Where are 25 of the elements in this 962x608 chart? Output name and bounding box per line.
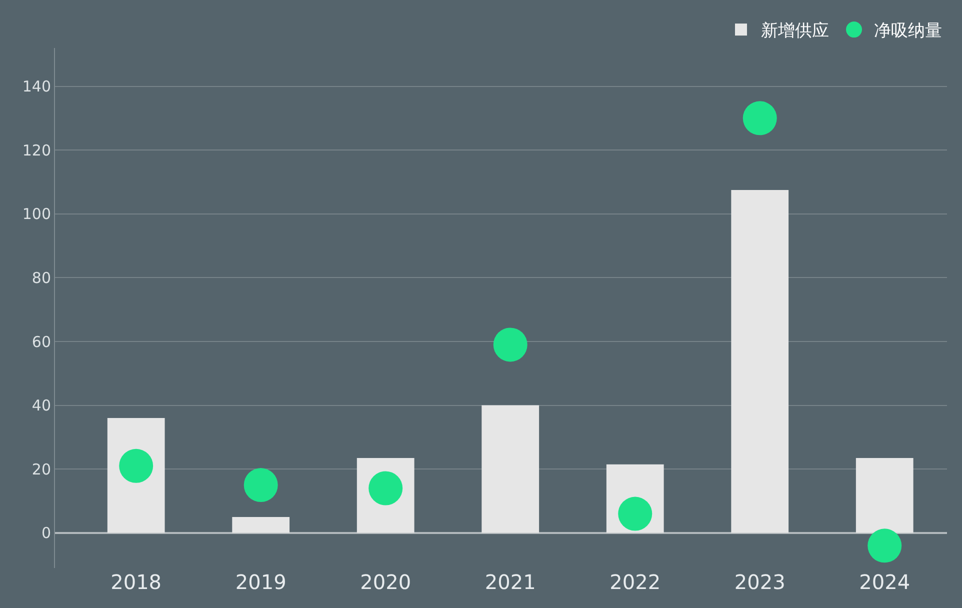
y-tick-label: 100 — [22, 205, 51, 224]
x-tick-label: 2023 — [734, 570, 786, 594]
bar — [232, 516, 290, 533]
legend-label: 新增供应 — [761, 21, 829, 42]
legend-label: 净吸纳量 — [874, 21, 942, 42]
y-tick-label: 0 — [41, 524, 51, 542]
bar — [856, 458, 914, 533]
x-tick-label: 2024 — [859, 570, 910, 594]
y-tick-label: 60 — [32, 332, 51, 351]
point — [742, 101, 777, 136]
y-tick-label: 80 — [32, 268, 51, 287]
x-tick-label: 2020 — [360, 570, 412, 594]
bar — [482, 405, 540, 533]
y-tick-label: 20 — [32, 460, 51, 478]
y-tick-label: 120 — [22, 141, 51, 160]
x-tick-label: 2022 — [610, 570, 661, 594]
y-tick-label: 140 — [22, 78, 51, 96]
x-tick-label: 2018 — [110, 570, 162, 594]
y-tick-label: 40 — [32, 396, 51, 415]
x-tick-label: 2019 — [235, 570, 286, 594]
bar — [731, 190, 789, 533]
x-tick-label: 2021 — [484, 570, 536, 594]
point — [868, 528, 902, 563]
point — [244, 468, 278, 502]
point — [493, 328, 528, 362]
